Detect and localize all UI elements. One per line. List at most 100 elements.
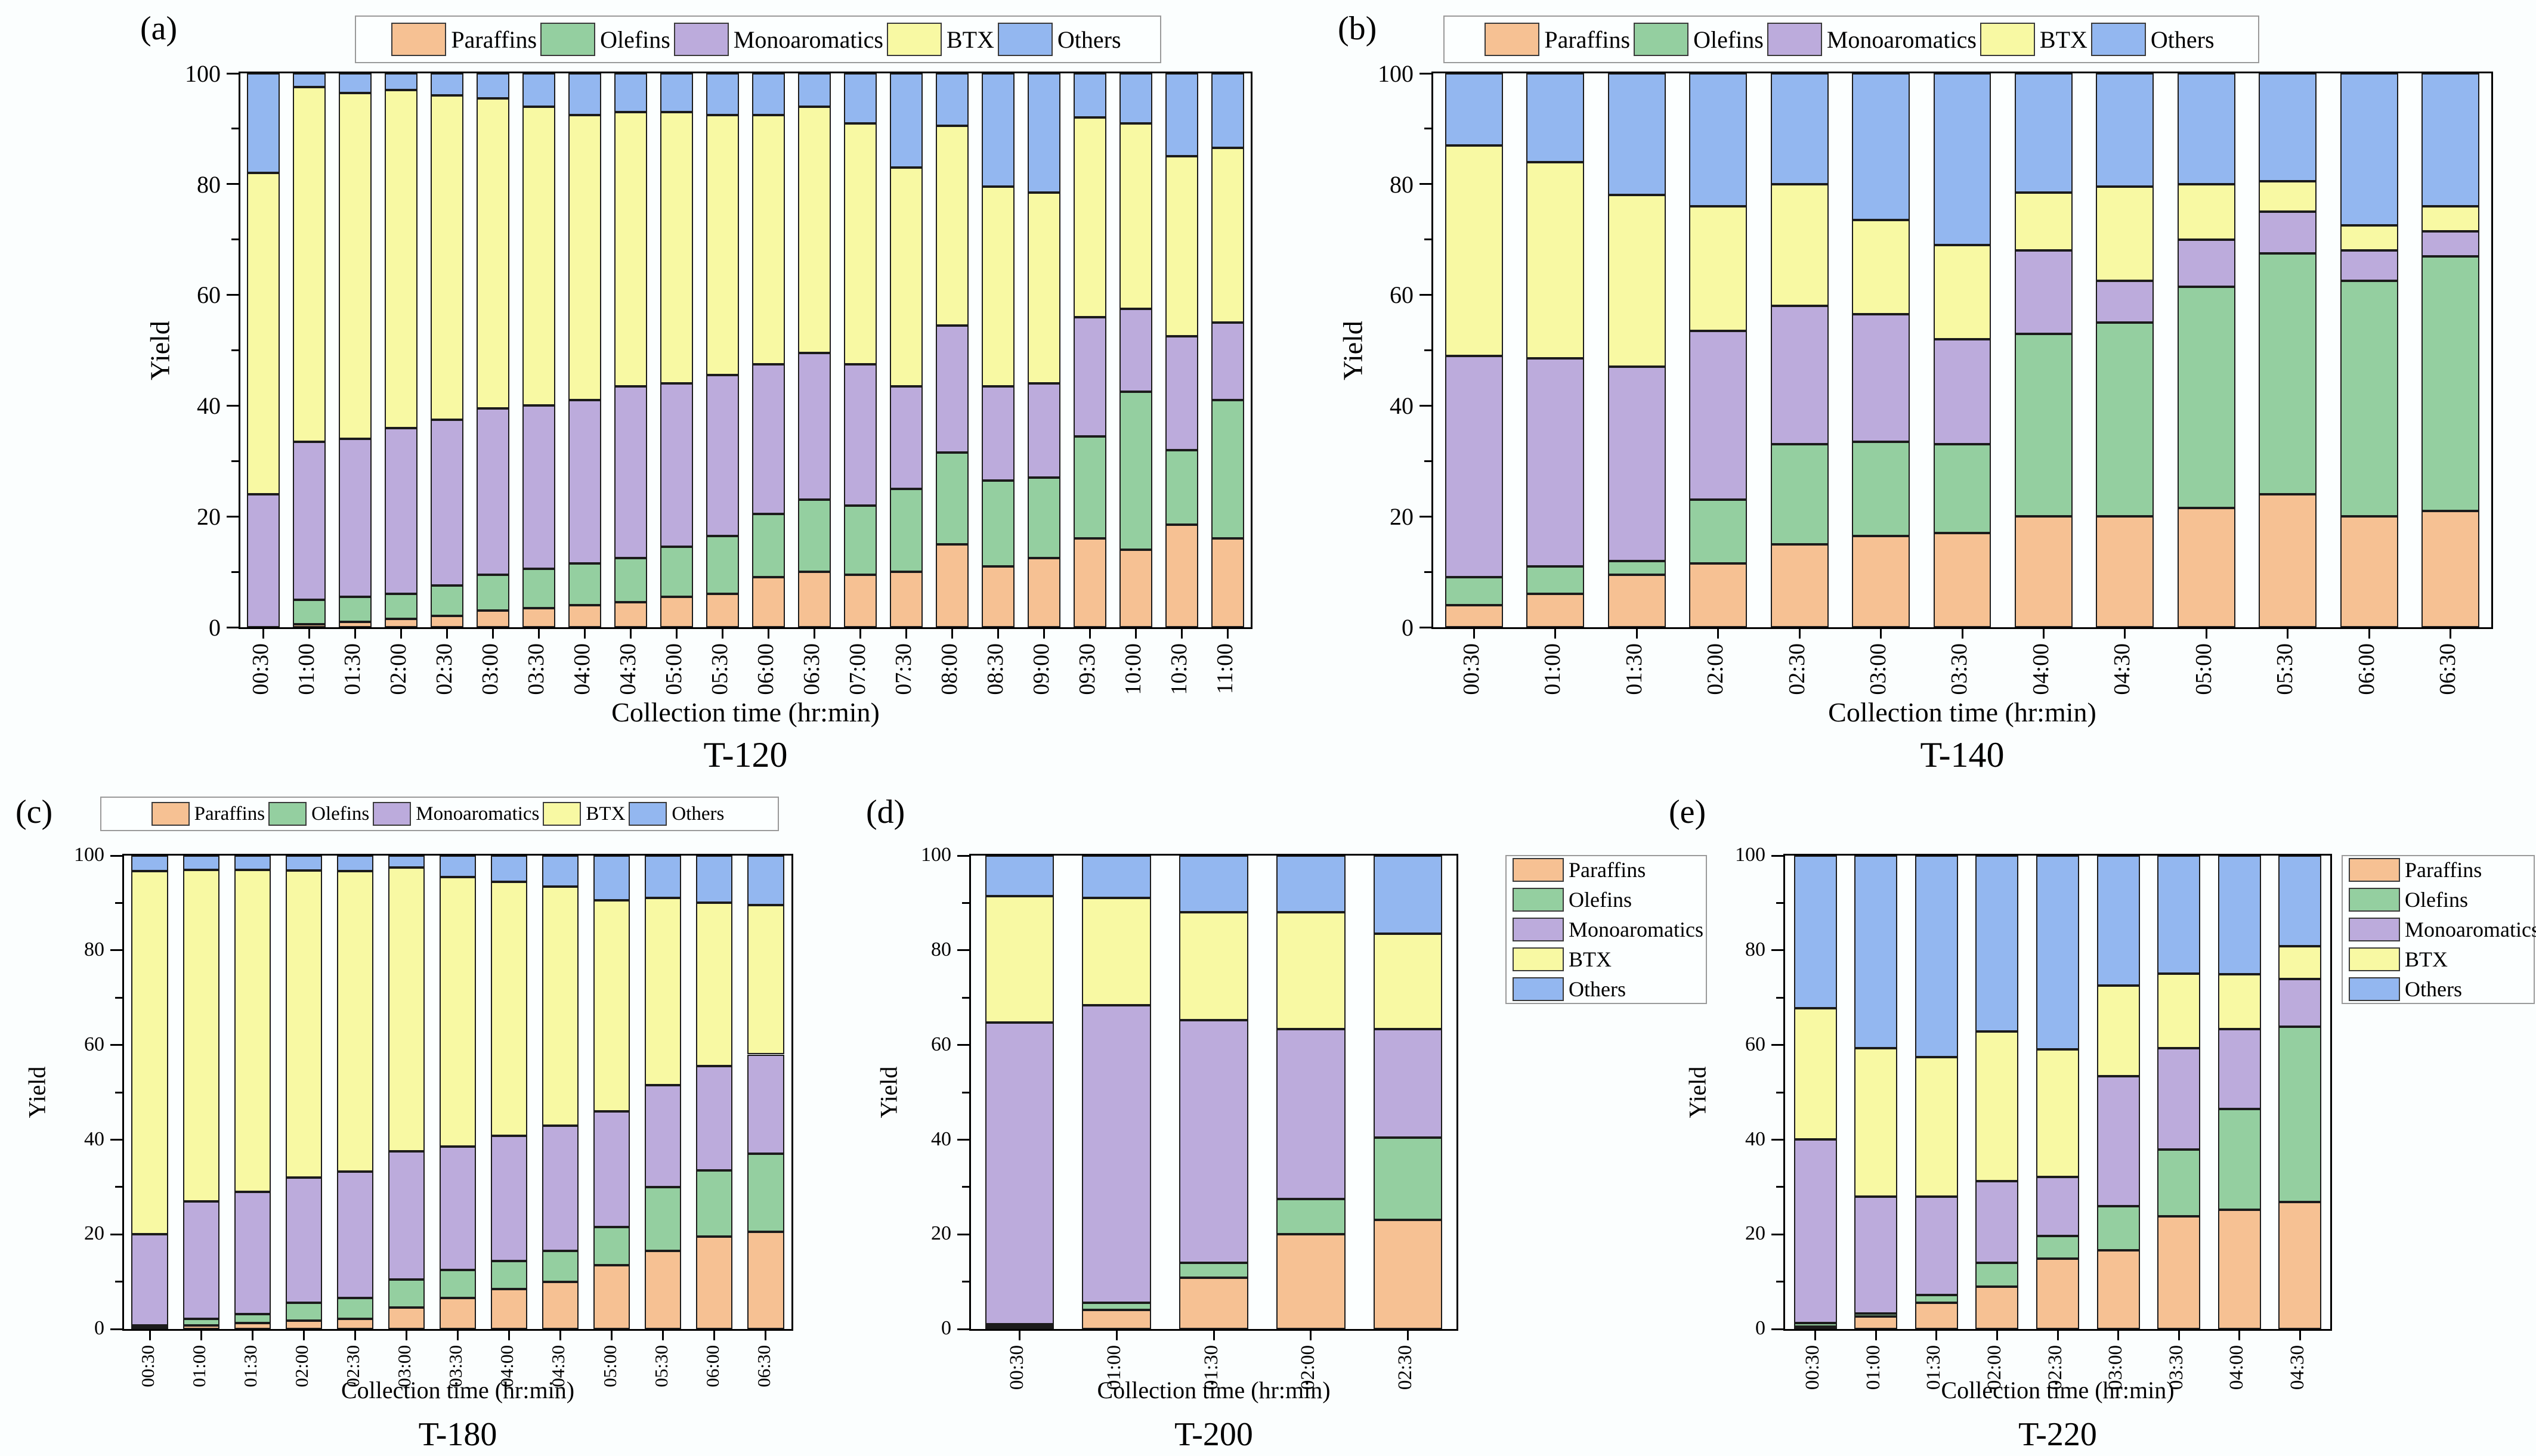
x-tick	[302, 1331, 305, 1340]
bar-segment-btx	[477, 98, 509, 409]
y-axis-title: Yield	[23, 1066, 51, 1119]
bar-segment-paraffins	[2278, 1202, 2322, 1329]
x-tick-label: 06:00	[753, 643, 778, 695]
x-tick	[405, 1331, 407, 1340]
x-tick-label: 06:30	[753, 1345, 774, 1387]
bar-segment-monoaromatics	[2340, 250, 2398, 281]
x-tick	[492, 629, 494, 639]
y-tick-label: 60	[1745, 1033, 1765, 1055]
bar-segment-olefins	[747, 1154, 784, 1232]
bar-segment-olefins	[385, 594, 417, 619]
bar-segment-olefins	[2340, 281, 2398, 517]
bar-segment-btx	[439, 876, 477, 1147]
bar-segment-monoaromatics	[1770, 306, 1829, 445]
bar-segment-olefins	[985, 1324, 1054, 1327]
bar-segment-paraffins	[844, 574, 877, 627]
bar-segment-btx	[985, 896, 1054, 1023]
y-tick-label: 20	[1745, 1222, 1765, 1245]
legend-swatch-btx	[543, 802, 582, 826]
x-tick	[2042, 629, 2045, 639]
bar-segment-others	[522, 73, 555, 107]
bar-segment-monoaromatics	[1607, 367, 1666, 561]
bar-segment-others	[491, 856, 528, 882]
bar-segment-monoaromatics	[2218, 1029, 2261, 1109]
bar-segment-others	[696, 856, 733, 903]
bar-segment-paraffins	[568, 605, 601, 627]
y-minor-tick	[231, 349, 239, 351]
bar-segment-btx	[752, 114, 785, 364]
bar-segment-paraffins	[1165, 525, 1198, 627]
y-tick	[1419, 626, 1431, 628]
y-minor-tick	[115, 1091, 122, 1093]
bar-segment-paraffins	[1373, 1220, 1443, 1329]
bar-segment-monoaromatics	[2015, 250, 2073, 334]
bar-segment-monoaromatics	[388, 1151, 425, 1280]
bar-segment-monoaromatics	[1082, 1005, 1151, 1303]
bar-segment-monoaromatics	[336, 1171, 373, 1298]
bar-segment-monoaromatics	[1119, 308, 1152, 392]
y-tick	[227, 72, 239, 75]
legend-swatch-monoaromatics	[373, 802, 412, 826]
bar-segment-others	[568, 73, 601, 115]
bar-segment-btx	[2177, 184, 2235, 240]
bar-segment-monoaromatics	[696, 1066, 733, 1171]
x-tick	[1961, 629, 1963, 639]
x-tick	[308, 629, 310, 639]
x-tick-label: 04:30	[615, 643, 641, 695]
bar-segment-olefins	[593, 1227, 630, 1265]
bar-segment-olefins	[1854, 1313, 1898, 1317]
y-minor-tick	[1776, 1186, 1783, 1188]
bar-segment-monoaromatics	[936, 325, 969, 453]
bar-segment-monoaromatics	[477, 408, 509, 575]
bar-segment-paraffins	[1276, 1234, 1346, 1329]
bar-segment-olefins	[1915, 1294, 1958, 1303]
x-tick	[354, 629, 356, 639]
bar-segment-others	[439, 856, 477, 877]
y-tick	[1419, 515, 1431, 518]
chart-title: T-120	[703, 735, 788, 775]
x-tick-label: 01:00	[1862, 1345, 1884, 1390]
bar-segment-btx	[1074, 117, 1106, 317]
y-minor-tick	[115, 902, 122, 904]
bar-segment-monoaromatics	[491, 1136, 528, 1262]
bar-segment-paraffins	[522, 608, 555, 627]
x-tick	[1043, 629, 1045, 639]
x-tick-label: 04:30	[2110, 643, 2135, 695]
bar-segment-others	[1854, 856, 1898, 1049]
bar-segment-olefins	[936, 453, 969, 544]
y-axis-title: Yield	[1684, 1066, 1711, 1119]
bar-segment-olefins	[2096, 323, 2154, 517]
x-tick-label: 07:00	[845, 643, 870, 695]
bar-segment-btx	[1770, 184, 1829, 306]
bar-segment-monoaromatics	[844, 364, 877, 506]
bar-segment-others	[1445, 73, 1503, 145]
x-tick	[1310, 1331, 1312, 1340]
bar-segment-monoaromatics	[234, 1191, 271, 1314]
y-tick	[110, 1233, 122, 1235]
y-tick	[1419, 183, 1431, 185]
bar-segment-paraffins	[2036, 1258, 2080, 1329]
y-tick-label: 40	[931, 1127, 951, 1150]
legend-item-others: Others	[1513, 977, 1706, 1002]
bar-segment-olefins	[1607, 560, 1666, 575]
bar-segment-btx	[2015, 192, 2073, 251]
bar-segment-paraffins	[747, 1232, 784, 1329]
legend-label: Olefins	[311, 803, 370, 825]
bar-segment-paraffins	[336, 1318, 373, 1329]
x-tick-label: 03:00	[477, 643, 503, 695]
legend-label: Olefins	[600, 26, 670, 53]
bar-segment-monoaromatics	[247, 494, 280, 627]
y-tick-label: 40	[197, 392, 221, 420]
legend-item-paraffins: Paraffins	[1513, 857, 1706, 882]
x-tick-label: 06:00	[701, 1345, 723, 1387]
bar-segment-paraffins	[2096, 1250, 2140, 1329]
x-tick-label: 05:30	[2272, 643, 2298, 695]
bar-segment-btx	[247, 173, 280, 495]
x-tick	[2178, 1331, 2180, 1340]
bar-segment-others	[1179, 856, 1248, 913]
x-tick-label: 09:30	[1074, 643, 1100, 695]
x-tick-label: 02:00	[385, 643, 411, 695]
x-tick	[1880, 629, 1882, 639]
legend-label: BTX	[2039, 26, 2087, 53]
legend-swatch-olefins	[540, 23, 596, 56]
